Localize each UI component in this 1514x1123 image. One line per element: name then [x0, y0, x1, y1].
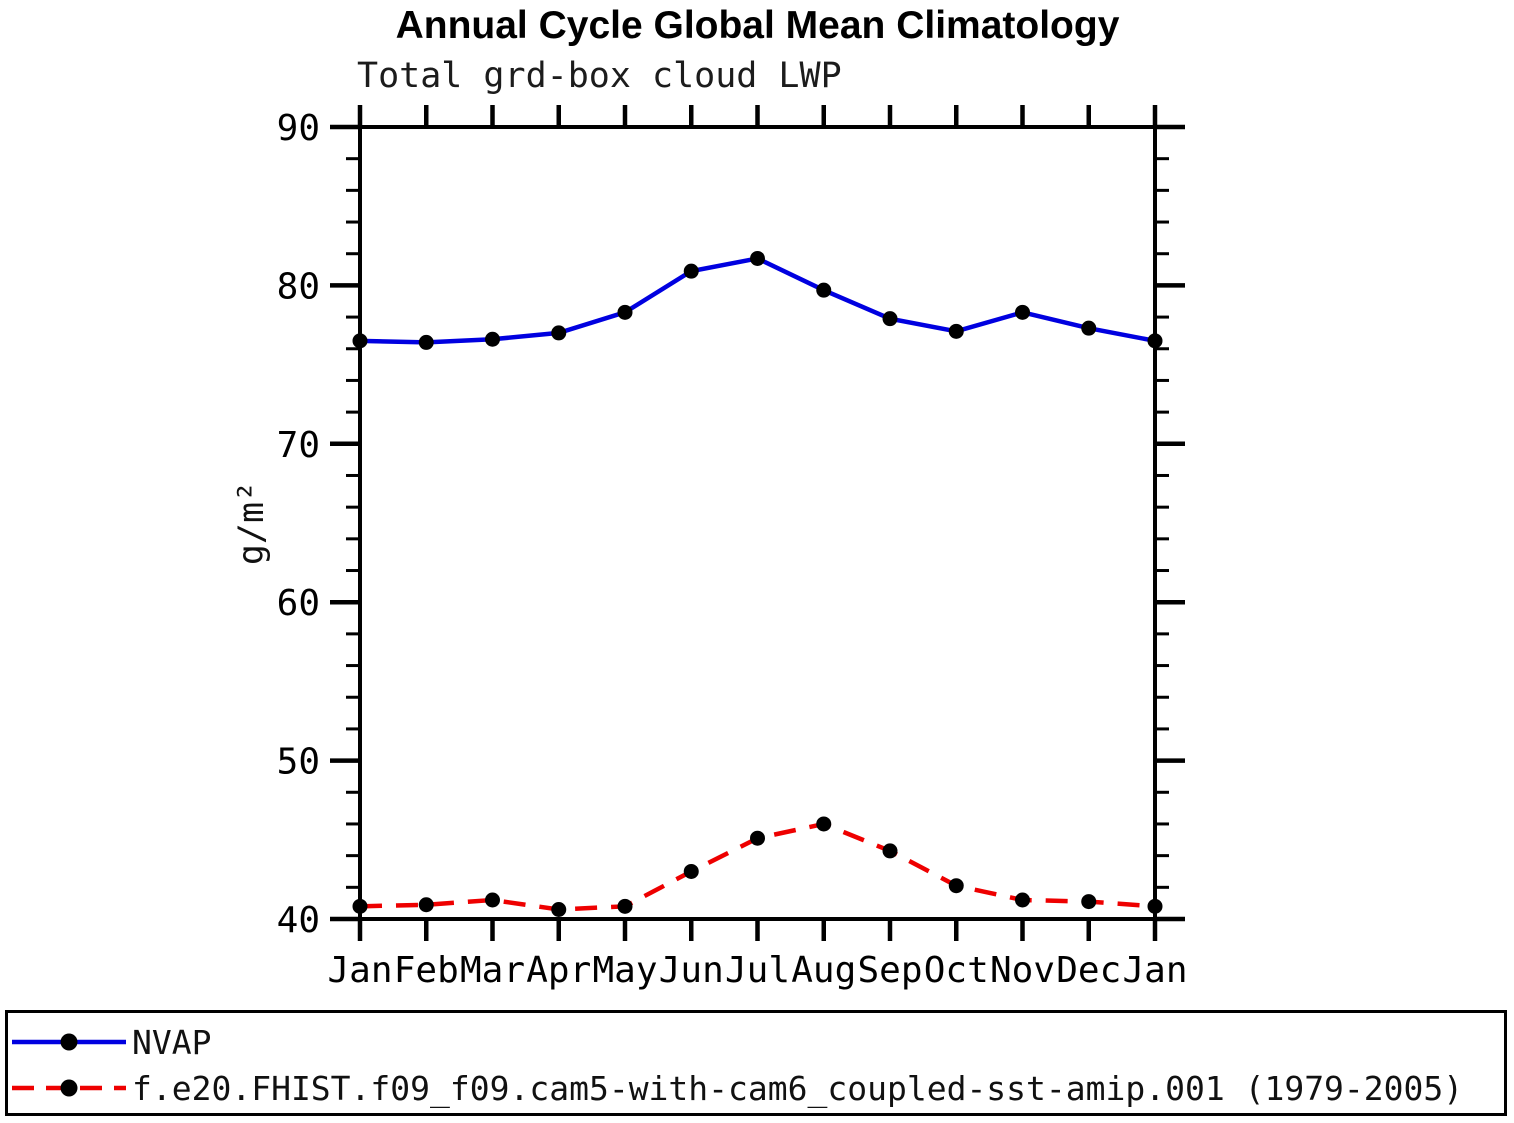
data-point — [1081, 894, 1097, 910]
x-tick-label: Nov — [990, 950, 1055, 991]
series-line-0 — [359, 256, 1156, 345]
data-point — [750, 250, 765, 266]
x-tick-label: Jul — [725, 950, 790, 991]
y-tick-label: 90 — [277, 108, 320, 149]
x-tick-label: Sep — [857, 950, 922, 991]
y-tick-label: 40 — [277, 900, 320, 941]
y-tick-label: 50 — [277, 742, 320, 783]
x-tick-label: Feb — [394, 950, 459, 991]
x-tick-label: Apr — [526, 950, 591, 991]
data-point — [617, 898, 633, 914]
data-point — [352, 898, 368, 914]
data-point — [551, 325, 567, 341]
data-point — [418, 897, 434, 913]
legend-swatch-marker — [60, 1033, 78, 1051]
legend-label-nvap: NVAP — [132, 1022, 212, 1062]
x-tick-label: May — [592, 950, 657, 991]
x-tick-label: Jun — [659, 950, 724, 991]
data-point — [485, 892, 500, 908]
data-point — [683, 863, 699, 879]
legend-swatch-marker — [60, 1079, 78, 1097]
y-tick-label: 70 — [277, 425, 320, 466]
x-tick-label: Oct — [924, 950, 989, 991]
data-point — [1015, 304, 1030, 320]
data-point — [882, 311, 898, 327]
x-tick-label: Jan — [327, 950, 392, 991]
legend-item-model: f.e20.FHIST.f09_f09.cam5-with-cam6_coupl… — [10, 1068, 1464, 1108]
data-point — [1081, 320, 1097, 336]
model-line-swatch — [12, 1079, 126, 1097]
data-point — [948, 323, 964, 339]
nvap-line-swatch — [12, 1033, 126, 1051]
data-point — [948, 878, 964, 894]
data-point — [1147, 333, 1163, 349]
x-tick-label: Aug — [791, 950, 856, 991]
x-tick-label: Dec — [1056, 950, 1121, 991]
chart-subtitle: Total grd-box cloud LWP — [357, 56, 842, 96]
data-point — [352, 333, 368, 349]
data-point — [418, 334, 434, 350]
chart-title: Annual Cycle Global Mean Climatology — [395, 4, 1120, 47]
y-tick-label: 80 — [277, 266, 320, 307]
data-point — [617, 304, 633, 320]
data-point — [1147, 898, 1163, 914]
data-point — [485, 331, 500, 347]
legend-item-nvap: NVAP — [10, 1022, 212, 1062]
legend-box: NVAP f.e20.FHIST.f09_f09.cam5-with-cam6_… — [5, 1010, 1507, 1116]
data-point — [551, 901, 567, 917]
legend-label-model: f.e20.FHIST.f09_f09.cam5-with-cam6_coupl… — [132, 1068, 1464, 1108]
data-point — [750, 830, 765, 846]
data-point — [882, 843, 898, 859]
axis-frame — [358, 125, 1157, 921]
x-tick-label: Mar — [460, 950, 525, 991]
data-point — [816, 816, 832, 832]
y-tick-label: 60 — [277, 583, 320, 624]
data-point — [816, 282, 832, 298]
data-point — [1015, 892, 1030, 908]
x-tick-label: Jan — [1122, 950, 1187, 991]
data-point — [683, 263, 699, 279]
